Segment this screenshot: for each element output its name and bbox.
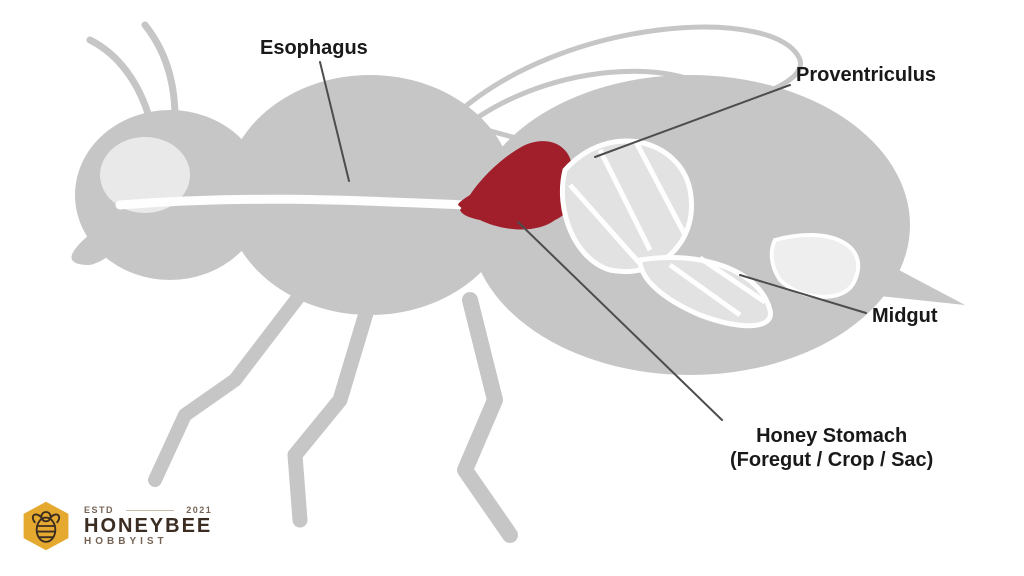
logo-estd: ESTD xyxy=(84,505,114,515)
logo-text: ESTD 2021 HONEYBEE HOBBYIST xyxy=(84,505,212,547)
logo-year: 2021 xyxy=(186,505,212,515)
hexagon-bee-icon xyxy=(18,498,74,554)
bee-antenna-1 xyxy=(90,40,150,120)
bee-leg-3 xyxy=(465,300,510,535)
label-midgut: Midgut xyxy=(872,304,938,328)
bee-leg-2 xyxy=(295,300,370,520)
label-esophagus: Esophagus xyxy=(260,36,368,60)
label-honey-stomach: Honey Stomach (Foregut / Crop / Sac) xyxy=(730,424,933,472)
brand-logo: ESTD 2021 HONEYBEE HOBBYIST xyxy=(18,498,212,554)
logo-brand: HONEYBEE xyxy=(84,515,212,538)
bee-antenna-2 xyxy=(145,25,175,118)
bee-stinger xyxy=(870,260,965,305)
label-proventriculus: Proventriculus xyxy=(796,63,936,87)
bee-leg-1 xyxy=(155,295,300,480)
